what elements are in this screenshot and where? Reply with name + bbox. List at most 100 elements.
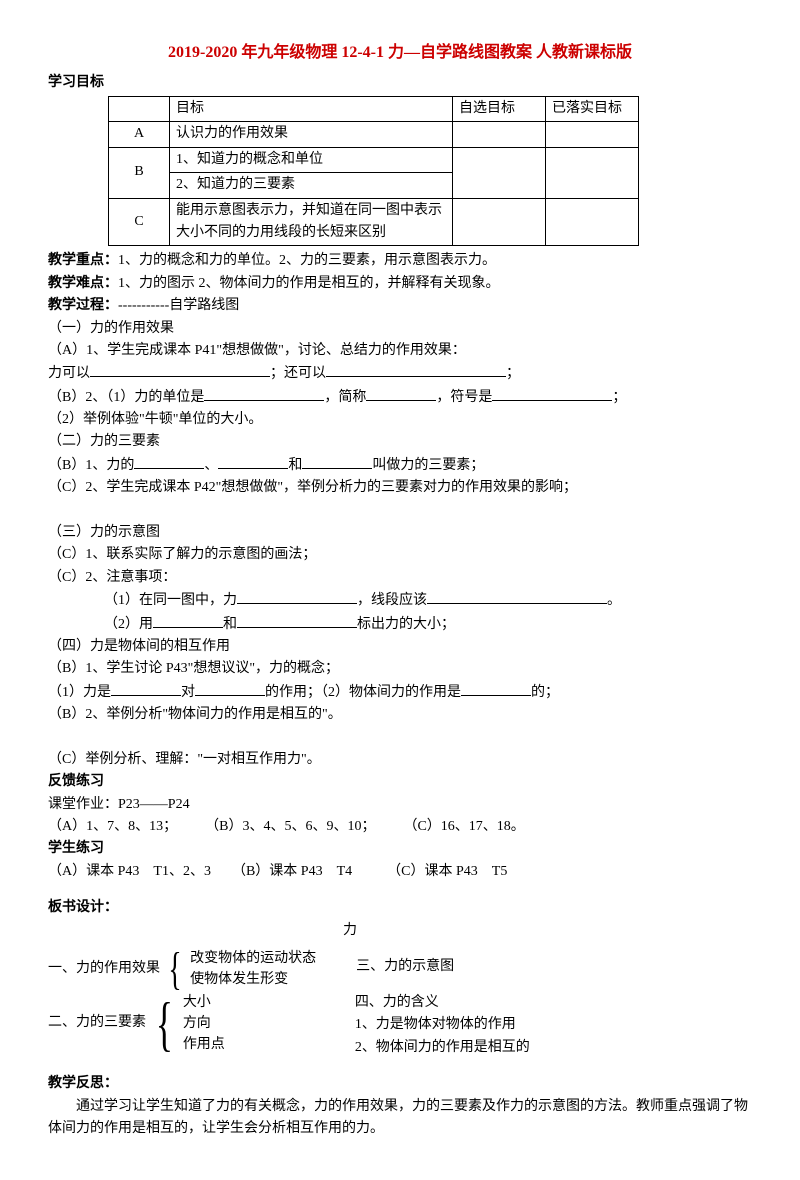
blank-field[interactable] xyxy=(218,454,288,469)
table-row: B 1、知道力的概念和单位 xyxy=(109,147,639,172)
blank-field[interactable] xyxy=(90,362,270,377)
text: 的作用；（2）物体间力的作用是 xyxy=(265,685,461,700)
s3-c1: （C）1、联系实际了解力的示意图的画法； xyxy=(48,544,752,566)
blank-field[interactable] xyxy=(237,613,357,628)
hw-c: （C）16、17、18。 xyxy=(410,819,524,834)
text: 标出力的大小； xyxy=(357,617,455,632)
teaching-focus-label: 教学重点： xyxy=(48,253,118,268)
text: （B）2、（1）力的单位是 xyxy=(48,390,204,405)
hw: 课堂作业：P23——P24 xyxy=(48,794,752,816)
blank-field[interactable] xyxy=(204,386,324,401)
section-4-title: （四）力是物体间的相互作用 xyxy=(48,636,752,658)
cell-level: C xyxy=(109,198,170,246)
reflection: 通过学习让学生知道了力的有关概念，力的作用效果，力的三要素及作力的示意图的方法。… xyxy=(48,1096,752,1141)
board-title: 力 xyxy=(0,920,752,942)
teaching-diff-label: 教学难点： xyxy=(48,276,118,291)
cell-level: A xyxy=(109,122,170,147)
sp-c: （C）课本 P43 T5 xyxy=(394,864,507,879)
brace-icon: { xyxy=(168,946,181,992)
cell-self xyxy=(453,122,546,147)
s1-b2-2: （2）举例体验"牛顿"单位的大小。 xyxy=(48,409,752,431)
feedback-label: 反馈练习 xyxy=(48,771,752,793)
learning-goal-label: 学习目标 xyxy=(48,75,104,90)
table-row: A 认识力的作用效果 xyxy=(109,122,639,147)
blank-field[interactable] xyxy=(326,362,506,377)
board2-right-title: 四、力的含义 xyxy=(355,992,530,1014)
teaching-diff: 1、力的图示 2、物体间力的作用是相互的，并解释有关现象。 xyxy=(118,276,500,291)
cell-goal: 能用示意图表示力，并知道在同一图中表示大小不同的力用线段的长短来区别 xyxy=(170,198,453,246)
text: ，线段应该 xyxy=(357,593,427,608)
hw-b: （B）3、4、5、6、9、10； xyxy=(212,819,368,834)
teaching-focus: 1、力的概念和力的单位。2、力的三要素，用示意图表示力。 xyxy=(118,253,496,268)
s1-fill: 力可以；还可以； xyxy=(48,362,752,385)
s3-c2-1: （1）在同一图中，力，线段应该。 xyxy=(48,589,752,612)
board1-right: 三、力的示意图 xyxy=(356,959,454,974)
sp-a: （A）课本 P43 T1、2、3 xyxy=(48,864,211,879)
blank-field[interactable] xyxy=(427,589,607,604)
process-sub: -----------自学路线图 xyxy=(118,298,239,313)
blank-field[interactable] xyxy=(237,589,357,604)
board-design: 一、力的作用效果 { 改变物体的运动状态 使物体发生形变 三、力的示意图 二、力… xyxy=(48,946,752,1059)
goal-table: 目标 自选目标 已落实目标 A 认识力的作用效果 B 1、知道力的概念和单位 2… xyxy=(108,96,639,246)
cell-done xyxy=(546,147,639,198)
board2-right-2: 2、物体间力的作用是相互的 xyxy=(355,1037,530,1059)
text: 、 xyxy=(204,458,218,473)
board2-right-1: 1、力是物体对物体的作用 xyxy=(355,1014,530,1036)
s3-c2-2: （2）用 和 标出力的大小； xyxy=(48,613,752,636)
blank-field[interactable] xyxy=(134,454,204,469)
text: 力可以 xyxy=(48,366,90,381)
text: （B）1、力的 xyxy=(48,458,134,473)
text: 和 xyxy=(223,617,237,632)
blank-field[interactable] xyxy=(461,681,531,696)
text: 叫做力的三要素； xyxy=(372,458,484,473)
s3-c2: （C）2、注意事项： xyxy=(48,567,752,589)
cell-level: B xyxy=(109,147,170,198)
s4-c: （C）举例分析、理解："一对相互作用力"。 xyxy=(48,749,752,771)
blank-field[interactable] xyxy=(195,681,265,696)
table-row: C 能用示意图表示力，并知道在同一图中表示大小不同的力用线段的长短来区别 xyxy=(109,198,639,246)
cell-self xyxy=(453,147,546,198)
board2-left: 二、力的三要素 xyxy=(48,1012,146,1034)
text: （1）在同一图中，力 xyxy=(104,593,237,608)
text: ，符号是 xyxy=(436,390,492,405)
blank-field[interactable] xyxy=(111,681,181,696)
s4-b2: （B）2、举例分析"物体间力的作用是相互的"。 xyxy=(48,704,752,726)
board2-item: 作用点 xyxy=(183,1034,225,1055)
hw-a: （A）1、7、8、13； xyxy=(48,819,170,834)
teaching-process-label: 教学过程： xyxy=(48,298,118,313)
th-level xyxy=(109,96,170,121)
board1-left: 一、力的作用效果 xyxy=(48,958,160,980)
text: （2）用 xyxy=(104,617,153,632)
board-label: 板书设计： xyxy=(48,897,752,919)
hw-items: （A）1、7、8、13； （B）3、4、5、6、9、10； （C）16、17、1… xyxy=(48,816,752,838)
blank-field[interactable] xyxy=(366,386,436,401)
cell-done xyxy=(546,198,639,246)
th-goal: 目标 xyxy=(170,96,453,121)
text: 和 xyxy=(288,458,302,473)
text: ，简称 xyxy=(324,390,366,405)
table-header-row: 目标 自选目标 已落实目标 xyxy=(109,96,639,121)
blank-field[interactable] xyxy=(492,386,612,401)
document-title: 2019-2020 年九年级物理 12-4-1 力—自学路线图教案 人教新课标版 xyxy=(48,40,752,66)
cell-self xyxy=(453,198,546,246)
text: （1）力是 xyxy=(48,685,111,700)
section-3-title: （三）力的示意图 xyxy=(48,522,752,544)
cell-goal: 2、知道力的三要素 xyxy=(170,173,453,198)
s4-1: （1）力是对的作用；（2）物体间力的作用是的； xyxy=(48,681,752,704)
cell-done xyxy=(546,122,639,147)
s4-b1: （B）1、学生讨论 P43"想想议议"，力的概念； xyxy=(48,658,752,680)
blank-field[interactable] xyxy=(153,613,223,628)
cell-goal: 认识力的作用效果 xyxy=(170,122,453,147)
board1-item: 改变物体的运动状态 xyxy=(190,948,316,969)
sp-items: （A）课本 P43 T1、2、3 （B）课本 P43 T4 （C）课本 P43 … xyxy=(48,861,752,883)
board1-item: 使物体发生形变 xyxy=(190,969,316,990)
reflection-label: 教学反思： xyxy=(48,1073,752,1095)
student-practice-label: 学生练习 xyxy=(48,838,752,860)
board2-item: 大小 xyxy=(183,992,225,1013)
blank-field[interactable] xyxy=(302,454,372,469)
s1-a1: （A）1、学生完成课本 P41"想想做做"，讨论、总结力的作用效果： xyxy=(48,340,752,362)
sp-b: （B）课本 P43 T4 xyxy=(239,864,352,879)
th-self: 自选目标 xyxy=(453,96,546,121)
section-2-title: （二）力的三要素 xyxy=(48,431,752,453)
text: 的； xyxy=(531,685,559,700)
